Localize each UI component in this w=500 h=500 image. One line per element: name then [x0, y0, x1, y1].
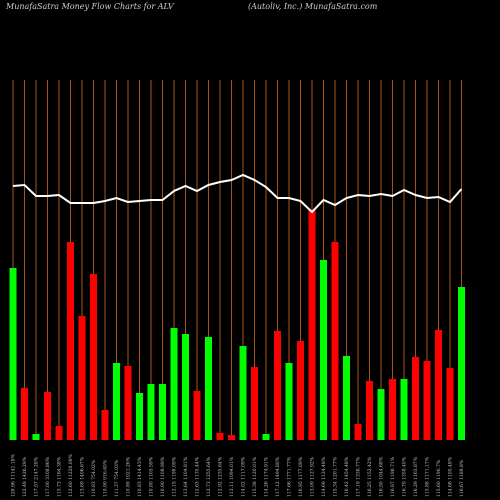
x-tick-label: 111.37 754.03%	[114, 459, 120, 497]
x-tick-label: 114.69 1124.48%	[321, 456, 327, 497]
bar	[274, 331, 281, 440]
x-tick-label: 113.11 1094.01%	[229, 456, 235, 497]
bar	[308, 210, 316, 440]
bar	[239, 346, 247, 440]
x-tick-label: 128.96 11141.18%	[11, 453, 17, 497]
x-tick-label: 115.38 1120.01%	[252, 456, 258, 497]
x-tick-label: 122.48 1426.29%	[22, 456, 28, 497]
bar	[205, 337, 212, 440]
bar	[366, 381, 373, 440]
bar	[9, 268, 17, 440]
chart-title: MunafaSatra Money Flow Charts for ALV	[5, 2, 175, 11]
x-tick-label: 115.34 1201.77%	[333, 456, 339, 497]
bar	[216, 433, 224, 440]
x-tick-label: 110.90 916.65%	[103, 459, 109, 497]
bar	[400, 379, 408, 440]
x-tick-label: 116.29 1163.87%	[413, 456, 419, 497]
x-tick-label: 110.83 1414.43%	[137, 456, 143, 497]
x-tick-label: 113.64 1104.81%	[183, 456, 189, 497]
bar	[182, 334, 189, 440]
x-tick-label: 112.73 1255.64%	[206, 456, 212, 497]
bar	[147, 384, 155, 440]
x-tick-label: 117.12 1494.80%	[275, 456, 281, 497]
chart-subtitle: (Autoliv, Inc.) MunafaSatra.com	[248, 2, 378, 11]
bar	[67, 242, 74, 440]
x-tick-label: 117.19 1338.77%	[356, 456, 362, 497]
x-tick-label: 112.15 1198.09%	[172, 456, 178, 497]
bar	[90, 274, 97, 440]
bar	[458, 287, 465, 440]
x-tick-label: 115.60 1190.7%	[436, 459, 442, 497]
bar	[78, 316, 86, 440]
x-tick-label: 112.92 1235.64%	[218, 456, 224, 497]
bar	[228, 435, 235, 440]
bar	[136, 393, 143, 440]
x-tick-label: 117.57 2147.28%	[34, 456, 40, 497]
bar	[377, 389, 385, 440]
x-tick-label: 115.73 1164.38%	[57, 456, 63, 497]
bar	[423, 361, 431, 440]
x-tick-label: 110.90 1108.99%	[160, 456, 166, 497]
x-tick-label: 116.79 1358.40%	[402, 456, 408, 497]
bar	[101, 410, 109, 440]
bar	[170, 328, 178, 440]
bar	[32, 434, 40, 440]
x-tick-label: 113.09 1127.92%	[310, 456, 316, 497]
x-tick-label: 116.42 1454.48%	[344, 456, 350, 497]
x-tick-label: 110.80 1105.59%	[149, 456, 155, 497]
x-tick-label: 116.67 1189.8%	[459, 459, 465, 497]
bar	[124, 366, 132, 440]
bar	[251, 367, 258, 440]
bar	[159, 384, 166, 440]
bar	[285, 363, 293, 440]
x-tick-label: 114.68 1105.48%	[448, 456, 454, 497]
x-tick-label: 115.88 1171.17%	[425, 456, 431, 497]
x-tick-label: 117.00 3108.86%	[45, 456, 51, 497]
x-tick-label: 113.69 1406.67%	[80, 456, 86, 497]
bar	[193, 391, 201, 440]
x-tick-label: 112.60 11220.08%	[68, 453, 74, 497]
bar	[343, 356, 350, 440]
bar	[55, 426, 63, 440]
x-tick-label: 117.66 1771.77%	[287, 456, 293, 497]
x-tick-label: 110.83 754.02%	[91, 459, 97, 497]
x-tick-label: 116.95 1177.09%	[298, 456, 304, 497]
x-tick-label: 116.25 1152.42%	[367, 456, 373, 497]
x-tick-label: 116.50 1044.68%	[379, 456, 385, 497]
x-tick-label: 110.89 1021.26%	[126, 456, 132, 497]
bar	[354, 424, 362, 440]
x-tick-label: 112.63 1135.44%	[195, 456, 201, 497]
bar	[446, 368, 454, 440]
x-tick-label: 114.02 1117.09%	[241, 456, 247, 497]
bar	[21, 388, 28, 440]
bar	[262, 434, 270, 440]
bar	[297, 341, 304, 440]
price-line	[12, 173, 463, 214]
bar	[113, 363, 120, 440]
bar	[412, 357, 419, 440]
bar	[331, 242, 339, 440]
bar	[389, 379, 396, 440]
bar	[320, 260, 327, 440]
bar	[44, 392, 51, 440]
x-tick-label: 114.26 1174.91%	[264, 456, 270, 497]
bar	[435, 330, 442, 440]
x-tick-label: 116.97 1198.71%	[390, 456, 396, 497]
